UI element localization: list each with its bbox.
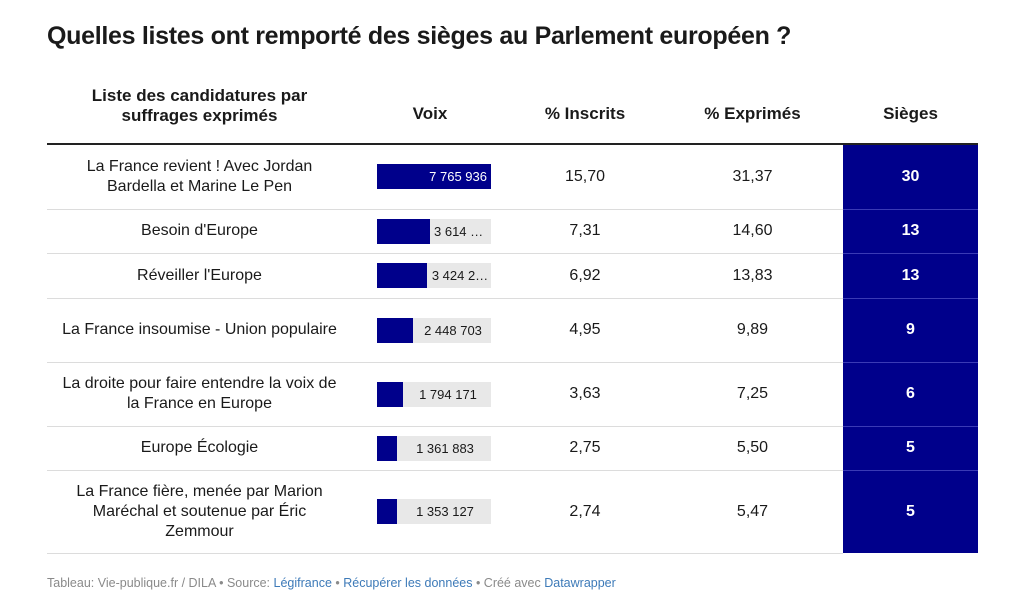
- table-header-row: Liste des candidatures par suffrages exp…: [47, 84, 978, 145]
- source-link[interactable]: Légifrance: [273, 576, 332, 590]
- votes-cell: 2 448 703: [352, 298, 508, 363]
- votes-value-label: 3 614 6…: [434, 223, 489, 239]
- seats-cell: 9: [843, 298, 978, 363]
- pct-cast-cell: 14,60: [662, 209, 843, 254]
- votes-bar: [377, 381, 403, 407]
- list-name-cell: Besoin d'Europe: [47, 209, 352, 254]
- votes-cell: 3 614 6…: [352, 209, 508, 254]
- votes-bar: [377, 218, 430, 244]
- pct-cast-cell: 31,37: [662, 144, 843, 210]
- votes-bar: [377, 499, 397, 524]
- votes-value-label: 3 424 2…: [431, 268, 489, 283]
- votes-cell: 1 794 171: [352, 362, 508, 427]
- pct-registered-cell: 2,74: [508, 470, 662, 554]
- list-name-cell: Europe Écologie: [47, 426, 352, 471]
- votes-value-label: 1 361 883: [416, 440, 474, 456]
- seats-cell: 5: [843, 470, 978, 553]
- table-body: La France revient ! Avec Jordan Bardella…: [47, 144, 978, 554]
- column-header-seats[interactable]: Sièges: [843, 84, 978, 145]
- chart-title: Quelles listes ont remporté des sièges a…: [47, 22, 792, 50]
- votes-bar-track: 1 794 171: [377, 381, 491, 407]
- pct-cast-cell: 9,89: [662, 298, 843, 363]
- votes-value-label: 7 765 936: [429, 169, 487, 185]
- votes-bar-track: 3 424 2…: [377, 263, 491, 288]
- list-name-cell: La France fière, menée par Marion Maréch…: [47, 470, 352, 554]
- table-row: La France revient ! Avec Jordan Bardella…: [47, 144, 978, 210]
- table-row: La droite pour faire entendre la voix de…: [47, 362, 978, 427]
- votes-value-label: 1 794 171: [419, 386, 477, 402]
- pct-registered-cell: 6,92: [508, 253, 662, 299]
- votes-cell: 7 765 936: [352, 144, 508, 210]
- footer-created-with: • Créé avec: [472, 576, 545, 590]
- votes-cell: 3 424 2…: [352, 253, 508, 299]
- column-header-pct-registered[interactable]: % Inscrits: [508, 84, 662, 145]
- votes-bar-track: 2 448 703: [377, 317, 491, 343]
- table-row: La France insoumise - Union populaire 2 4…: [47, 298, 978, 363]
- pct-registered-cell: 3,63: [508, 362, 662, 427]
- table-row: Réveiller l'Europe 3 424 2… 6,92 13,83 13: [47, 253, 978, 299]
- pct-registered-cell: 2,75: [508, 426, 662, 471]
- list-name-cell: La droite pour faire entendre la voix de…: [47, 362, 352, 427]
- table-row: Europe Écologie 1 361 883 2,75 5,50 5: [47, 426, 978, 471]
- results-table: Liste des candidatures par suffrages exp…: [47, 84, 978, 554]
- votes-bar-track: 3 614 6…: [377, 218, 491, 244]
- votes-cell: 1 361 883: [352, 426, 508, 471]
- seats-cell: 13: [843, 253, 978, 299]
- pct-cast-cell: 5,50: [662, 426, 843, 471]
- pct-registered-cell: 7,31: [508, 209, 662, 254]
- seats-cell: 6: [843, 362, 978, 427]
- column-header-pct-cast[interactable]: % Exprimés: [662, 84, 843, 145]
- table-row: La France fière, menée par Marion Maréch…: [47, 470, 978, 554]
- pct-cast-cell: 5,47: [662, 470, 843, 554]
- list-name-cell: La France revient ! Avec Jordan Bardella…: [47, 144, 352, 210]
- votes-bar-track: 1 361 883: [377, 435, 491, 461]
- pct-cast-cell: 13,83: [662, 253, 843, 299]
- footer: Tableau: Vie-publique.fr / DILA • Source…: [47, 576, 616, 590]
- votes-bar: [377, 164, 491, 190]
- votes-value-label: 1 353 127: [416, 504, 474, 519]
- votes-bar: [377, 317, 413, 343]
- footer-separator: •: [331, 576, 344, 590]
- column-header-list[interactable]: Liste des candidatures par suffrages exp…: [47, 84, 352, 145]
- table-row: Besoin d'Europe 3 614 6… 7,31 14,60 13: [47, 209, 978, 254]
- votes-bar: [377, 263, 427, 288]
- pct-registered-cell: 4,95: [508, 298, 662, 363]
- votes-value-label: 2 448 703: [424, 322, 482, 338]
- download-data-link[interactable]: Récupérer les données: [343, 576, 473, 590]
- list-name-cell: Réveiller l'Europe: [47, 253, 352, 299]
- pct-registered-cell: 15,70: [508, 144, 662, 210]
- seats-cell: 5: [843, 426, 978, 471]
- list-name-cell: La France insoumise - Union populaire: [47, 298, 352, 363]
- footer-source-prefix: Tableau: Vie-publique.fr / DILA • Source…: [47, 576, 274, 590]
- votes-bar-track: 1 353 127: [377, 499, 491, 524]
- seats-cell: 13: [843, 209, 978, 254]
- column-header-votes[interactable]: Voix: [352, 84, 508, 145]
- seats-cell: 30: [843, 144, 978, 210]
- votes-bar-track: 7 765 936: [377, 164, 491, 190]
- pct-cast-cell: 7,25: [662, 362, 843, 427]
- datawrapper-link[interactable]: Datawrapper: [544, 576, 616, 590]
- votes-cell: 1 353 127: [352, 470, 508, 554]
- votes-bar: [377, 435, 397, 461]
